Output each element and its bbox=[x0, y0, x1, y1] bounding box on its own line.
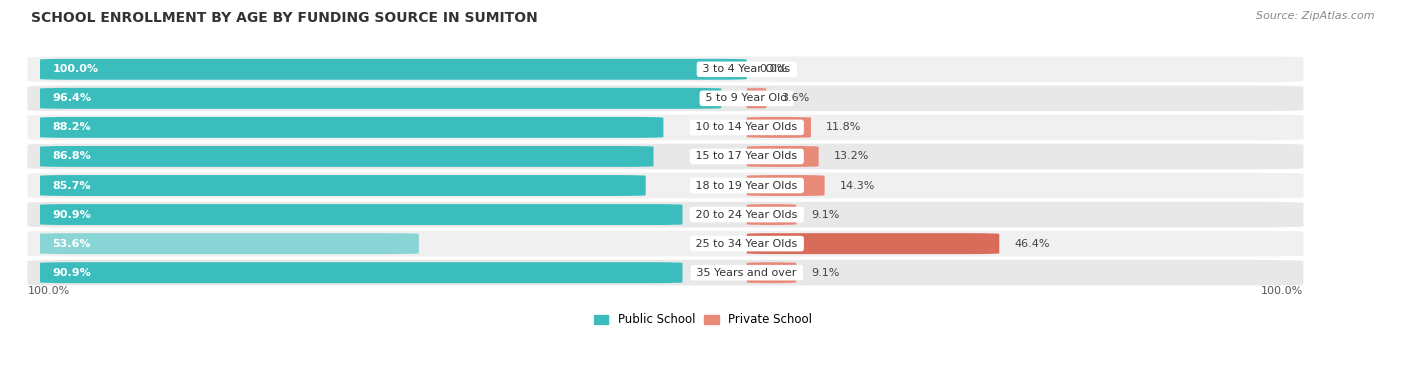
Text: 85.7%: 85.7% bbox=[52, 181, 91, 190]
Text: 11.8%: 11.8% bbox=[825, 123, 862, 132]
FancyBboxPatch shape bbox=[747, 117, 811, 138]
Text: 9.1%: 9.1% bbox=[811, 268, 839, 278]
FancyBboxPatch shape bbox=[39, 117, 664, 138]
Text: Source: ZipAtlas.com: Source: ZipAtlas.com bbox=[1257, 11, 1375, 21]
Text: 100.0%: 100.0% bbox=[28, 286, 70, 296]
FancyBboxPatch shape bbox=[28, 115, 1303, 140]
Text: 13.2%: 13.2% bbox=[834, 152, 869, 161]
FancyBboxPatch shape bbox=[28, 57, 1303, 82]
Text: SCHOOL ENROLLMENT BY AGE BY FUNDING SOURCE IN SUMITON: SCHOOL ENROLLMENT BY AGE BY FUNDING SOUR… bbox=[31, 11, 537, 25]
FancyBboxPatch shape bbox=[39, 88, 721, 109]
Text: 86.8%: 86.8% bbox=[52, 152, 91, 161]
FancyBboxPatch shape bbox=[747, 204, 796, 225]
FancyBboxPatch shape bbox=[28, 173, 1303, 198]
FancyBboxPatch shape bbox=[28, 202, 1303, 227]
Text: 15 to 17 Year Olds: 15 to 17 Year Olds bbox=[693, 152, 801, 161]
Text: 3 to 4 Year Olds: 3 to 4 Year Olds bbox=[699, 64, 794, 74]
Text: 9.1%: 9.1% bbox=[811, 210, 839, 219]
Text: 100.0%: 100.0% bbox=[52, 64, 98, 74]
Text: 25 to 34 Year Olds: 25 to 34 Year Olds bbox=[692, 239, 801, 248]
FancyBboxPatch shape bbox=[28, 86, 1303, 111]
Text: 0.0%: 0.0% bbox=[759, 64, 787, 74]
FancyBboxPatch shape bbox=[28, 144, 1303, 169]
FancyBboxPatch shape bbox=[39, 262, 682, 283]
FancyBboxPatch shape bbox=[39, 204, 682, 225]
FancyBboxPatch shape bbox=[28, 260, 1303, 285]
FancyBboxPatch shape bbox=[39, 233, 419, 254]
Text: 35 Years and over: 35 Years and over bbox=[693, 268, 800, 278]
Text: 18 to 19 Year Olds: 18 to 19 Year Olds bbox=[692, 181, 801, 190]
Text: 100.0%: 100.0% bbox=[1261, 286, 1303, 296]
FancyBboxPatch shape bbox=[747, 262, 796, 283]
Text: 46.4%: 46.4% bbox=[1014, 239, 1050, 248]
FancyBboxPatch shape bbox=[747, 233, 1000, 254]
Text: 3.6%: 3.6% bbox=[782, 93, 810, 103]
FancyBboxPatch shape bbox=[39, 146, 654, 167]
FancyBboxPatch shape bbox=[747, 146, 818, 167]
Text: 5 to 9 Year Old: 5 to 9 Year Old bbox=[703, 93, 792, 103]
Text: 90.9%: 90.9% bbox=[52, 210, 91, 219]
FancyBboxPatch shape bbox=[735, 88, 778, 109]
Text: 88.2%: 88.2% bbox=[52, 123, 91, 132]
Text: 90.9%: 90.9% bbox=[52, 268, 91, 278]
Text: 10 to 14 Year Olds: 10 to 14 Year Olds bbox=[693, 123, 801, 132]
Text: 96.4%: 96.4% bbox=[52, 93, 91, 103]
Legend: Public School, Private School: Public School, Private School bbox=[589, 309, 817, 331]
FancyBboxPatch shape bbox=[39, 59, 747, 80]
FancyBboxPatch shape bbox=[747, 175, 824, 196]
Text: 20 to 24 Year Olds: 20 to 24 Year Olds bbox=[692, 210, 801, 219]
FancyBboxPatch shape bbox=[39, 175, 645, 196]
FancyBboxPatch shape bbox=[28, 231, 1303, 256]
Text: 14.3%: 14.3% bbox=[839, 181, 875, 190]
Text: 53.6%: 53.6% bbox=[52, 239, 91, 248]
